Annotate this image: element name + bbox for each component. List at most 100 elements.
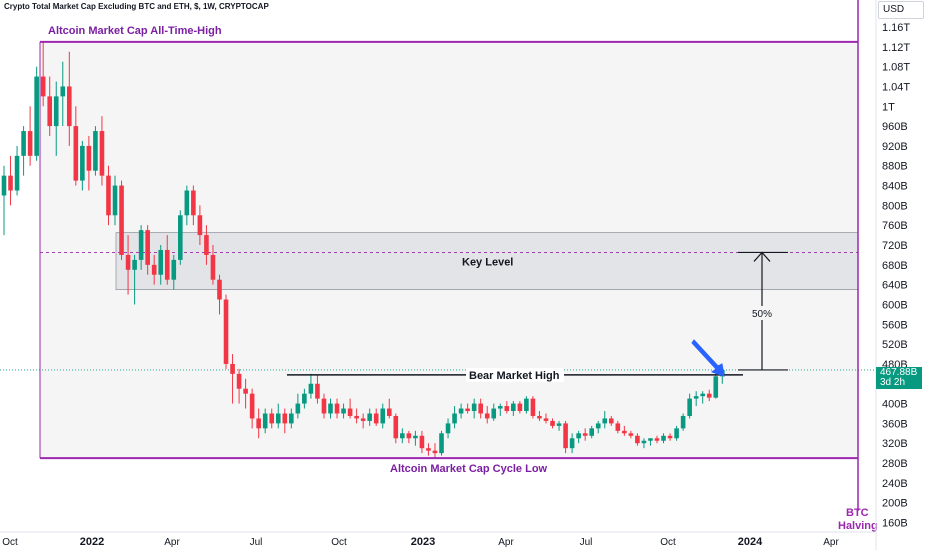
price-tick-label: 920B	[882, 141, 908, 153]
candle-body	[132, 259, 137, 270]
candle-body	[504, 406, 510, 412]
key-level-label: Key Level	[462, 256, 513, 268]
price-tick-label: 1.08T	[882, 62, 910, 74]
candle-body	[262, 413, 268, 429]
candle-body	[27, 131, 33, 156]
candle-body	[550, 420, 555, 426]
candle-body	[674, 428, 679, 439]
price-tick-label: 1.04T	[882, 81, 910, 93]
candle-body	[34, 76, 39, 156]
time-tick-label: Oct	[331, 537, 347, 548]
price-tick-label: 1.12T	[882, 42, 910, 54]
candle-body	[648, 438, 653, 441]
candle-body	[184, 190, 190, 216]
candle-body	[80, 145, 85, 181]
candle-body	[93, 131, 98, 171]
candle-body	[230, 363, 235, 374]
candle-body	[164, 249, 170, 280]
candle-body	[8, 175, 13, 191]
time-tick-label: Jul	[250, 537, 263, 548]
candle-body	[693, 396, 699, 399]
price-tick-label: 600B	[882, 299, 908, 311]
last-price-countdown: 3d 2h	[880, 377, 906, 388]
candle-body	[269, 413, 275, 424]
candle-body	[452, 413, 457, 424]
candle-body	[191, 190, 196, 216]
halving-label-line1: BTC	[846, 507, 869, 519]
candle-body	[700, 393, 706, 397]
cycle-low-label: Altcoin Market Cap Cycle Low	[390, 463, 548, 475]
candle-body	[680, 415, 686, 429]
bear-market-high-label: Bear Market High	[469, 370, 560, 382]
price-tick-label: 800B	[882, 200, 908, 212]
candle-body	[471, 403, 477, 412]
price-tick-label: 200B	[882, 498, 908, 510]
candle-body	[537, 415, 542, 419]
measure-arrowhead	[753, 251, 771, 262]
candle-body	[400, 433, 405, 439]
candle-body	[282, 413, 288, 424]
last-price-value: 467.88B	[880, 367, 918, 378]
candle-body	[595, 423, 601, 429]
candle-body	[608, 418, 614, 424]
candle-body	[119, 185, 124, 255]
candle-body	[556, 423, 562, 426]
candle-body	[511, 403, 516, 412]
candle-body	[21, 131, 26, 156]
candle-body	[563, 423, 568, 449]
candle-body	[373, 413, 379, 424]
price-tick-label: 720B	[882, 240, 908, 252]
price-tick-label: 360B	[882, 418, 908, 430]
candle-body	[654, 438, 660, 441]
candle-body	[426, 448, 431, 451]
candle-body	[158, 249, 164, 275]
candle-body	[99, 131, 105, 176]
candle-body	[497, 406, 503, 409]
candle-body	[484, 413, 490, 419]
candle-body	[125, 254, 131, 270]
candle-body	[302, 393, 307, 404]
candle-body	[341, 408, 346, 414]
candle-body	[445, 423, 451, 434]
candle-body	[386, 408, 392, 416]
last-price-tag: 467.88B 3d 2h	[876, 367, 922, 389]
candle-body	[530, 398, 536, 416]
candle-body	[145, 230, 150, 265]
candle-body	[393, 415, 399, 439]
candle-body	[419, 435, 425, 449]
candle-body	[151, 264, 157, 275]
candle-body	[138, 230, 144, 260]
candle-body	[275, 413, 281, 424]
price-tick-label: 280B	[882, 458, 908, 470]
time-tick-label: Apr	[823, 537, 839, 548]
candle-body	[178, 215, 183, 260]
candle-body	[413, 435, 418, 439]
price-tick-label: 520B	[882, 339, 908, 351]
candle-body	[517, 403, 523, 412]
candle-body	[14, 155, 20, 191]
candle-body	[86, 145, 92, 171]
time-tick-label: Apr	[498, 537, 514, 548]
price-tick-label: 1.16T	[882, 22, 910, 34]
time-tick-label: 2023	[411, 536, 435, 548]
candle-body	[576, 433, 581, 439]
currency-selector[interactable]: USD	[878, 1, 924, 19]
bear-label-bg	[466, 367, 564, 382]
candle-body	[661, 435, 666, 441]
candle-body	[249, 393, 255, 419]
price-tick-label: 400B	[882, 399, 908, 411]
candle-body	[73, 126, 79, 181]
candle-body	[47, 96, 53, 127]
price-axis: 1.16T 1.12T 1.08T 1.04T 1T 960B 920B 880B 840B 80…	[882, 22, 910, 530]
candle-body	[687, 398, 692, 416]
candle-body	[171, 259, 177, 280]
candle-body	[667, 435, 673, 439]
price-tick-label: 240B	[882, 478, 908, 490]
candle-body	[112, 185, 118, 216]
price-tick-label: 840B	[882, 181, 908, 193]
candle-body	[217, 279, 222, 300]
price-tick-label: 760B	[882, 220, 908, 232]
candle-body	[243, 388, 248, 394]
candle-body	[615, 423, 621, 431]
